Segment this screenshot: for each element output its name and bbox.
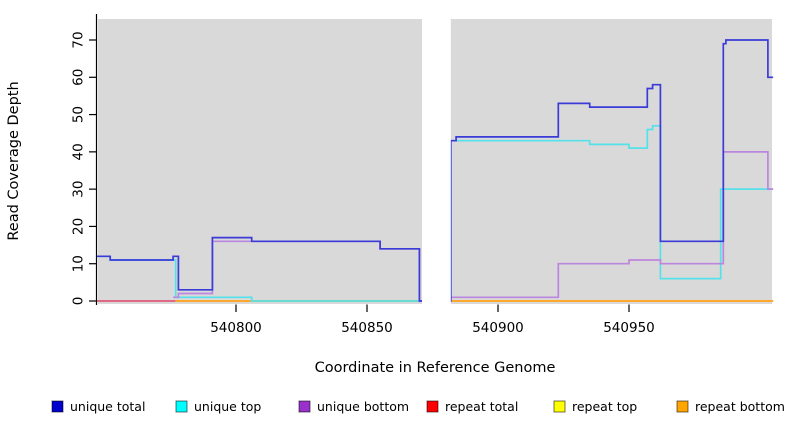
x-axis-title: Coordinate in Reference Genome: [315, 360, 556, 376]
x-tick-label: 540850: [341, 320, 393, 336]
y-axis-title: Read Coverage Depth: [6, 81, 22, 240]
legend-item-repeat-total: repeat total: [426, 399, 518, 414]
x-tick-label: 540900: [472, 320, 524, 336]
legend-label-repeat-total: repeat total: [445, 399, 518, 414]
legend-swatch-repeat-top: [553, 400, 566, 413]
x-axis-ticks: 540800 540850 540900 540950: [210, 304, 655, 336]
y-tick-label: 10: [71, 255, 87, 272]
legend-item-repeat-bottom: repeat bottom: [676, 399, 785, 414]
legend-label-unique-bottom: unique bottom: [317, 399, 409, 414]
x-tick-label: 540800: [210, 320, 262, 336]
y-axis-ticks: 0 10 20 30 40 50 60 70: [71, 31, 97, 305]
legend-label-repeat-top: repeat top: [572, 399, 637, 414]
legend-swatch-repeat-total: [426, 400, 439, 413]
y-tick-label: 20: [71, 218, 87, 235]
legend-label-repeat-bottom: repeat bottom: [695, 399, 785, 414]
legend-label-unique-top: unique top: [194, 399, 261, 414]
y-tick-label: 70: [71, 31, 87, 48]
y-tick-label: 50: [71, 106, 87, 123]
legend-swatch-repeat-bottom: [676, 400, 689, 413]
legend: unique total unique top unique bottom repea…: [51, 399, 785, 414]
legend-item-unique-total: unique total: [51, 399, 145, 414]
legend-item-unique-bottom: unique bottom: [298, 399, 409, 414]
x-tick-label: 540950: [603, 320, 655, 336]
legend-item-repeat-top: repeat top: [553, 399, 637, 414]
y-tick-label: 40: [71, 143, 87, 160]
legend-swatch-unique-total: [51, 400, 64, 413]
no-data-gap: [422, 13, 451, 305]
legend-swatch-unique-top: [175, 400, 188, 413]
y-tick-label: 30: [71, 181, 87, 198]
series-lines: [97, 39, 774, 302]
legend-swatch-unique-bottom: [298, 400, 311, 413]
legend-label-unique-total: unique total: [70, 399, 145, 414]
series-line-unique-total: [97, 39, 774, 302]
legend-item-unique-top: unique top: [175, 399, 261, 414]
y-tick-label: 60: [71, 69, 87, 86]
y-tick-label: 0: [71, 297, 87, 306]
